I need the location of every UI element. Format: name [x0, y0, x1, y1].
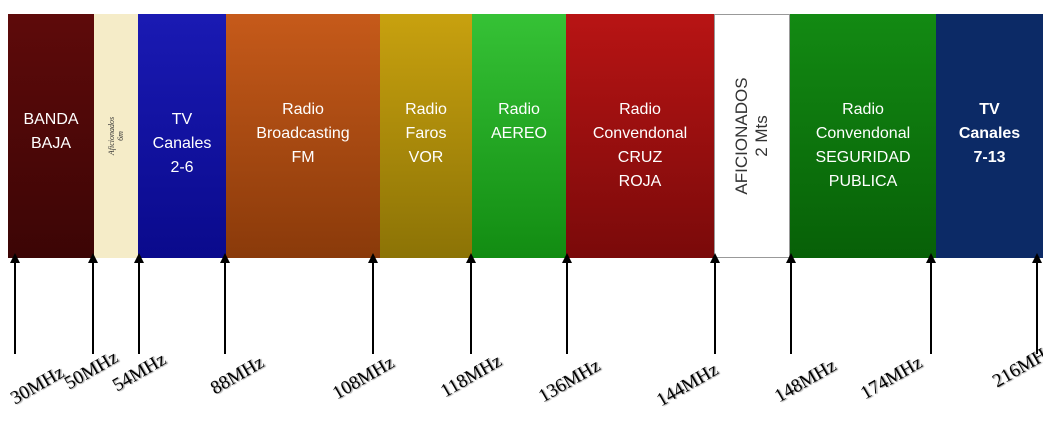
frequency-arrow [1032, 253, 1042, 354]
frequency-arrow [786, 253, 796, 354]
band-aereo: Radio AEREO [472, 14, 566, 258]
band-label: TV Canales 7-13 [958, 101, 1021, 166]
frequency-arrow [10, 253, 20, 354]
band-cruz-roja: Radio Convendonal CRUZ ROJA [566, 14, 714, 258]
band-label: Radio AEREO [490, 101, 547, 142]
frequency-label-54: 54MHz [109, 348, 170, 397]
frequency-arrow [466, 253, 476, 354]
frequency-arrow [562, 253, 572, 354]
band-label: TV Canales 2-6 [152, 111, 212, 176]
band-seguridad: Radio Convendonal SEGURIDAD PUBLICA [790, 14, 936, 258]
band-banda-baja: BANDA BAJA [8, 14, 94, 258]
frequency-arrow [368, 253, 378, 354]
band-vor: Radio Faros VOR [380, 14, 472, 258]
band-fm: Radio Broadcasting FM [226, 14, 380, 258]
frequency-arrow [88, 253, 98, 354]
band-label: Aficionados 6m [107, 116, 125, 156]
band-aficionados-6m: Aficionados 6m [94, 14, 138, 258]
frequency-arrow [926, 253, 936, 354]
frequency-label-144: 144MHz [653, 359, 723, 412]
frequency-label-88: 88MHz [207, 351, 268, 400]
band-tv-7-13: TV Canales 7-13 [936, 14, 1043, 258]
frequency-arrow [710, 253, 720, 354]
frequency-label-30: 30MHz [7, 361, 68, 410]
frequency-label-118: 118MHz [437, 350, 506, 403]
band-label: Radio Convendonal CRUZ ROJA [592, 101, 688, 190]
frequency-label-50: 50MHz [61, 346, 122, 395]
band-label: Radio Broadcasting FM [256, 101, 350, 166]
band-tv-2-6: TV Canales 2-6 [138, 14, 226, 258]
frequency-arrow [220, 253, 230, 354]
band-label: Radio Convendonal SEGURIDAD PUBLICA [815, 101, 911, 190]
frequency-label-108: 108MHz [329, 352, 399, 405]
band-label: AFICIONADOS 2 Mts [732, 77, 771, 195]
frequency-arrow [134, 253, 144, 354]
band-aficionados-2m: AFICIONADOS 2 Mts [714, 14, 790, 258]
frequency-label-136: 136MHz [535, 355, 605, 408]
frequency-label-216: 216MH [989, 344, 1043, 393]
frequency-label-174: 174MHz [857, 352, 927, 405]
band-label: Radio Faros VOR [405, 101, 447, 166]
band-label: BANDA BAJA [23, 111, 79, 152]
frequency-label-148: 148MHz [771, 355, 841, 408]
